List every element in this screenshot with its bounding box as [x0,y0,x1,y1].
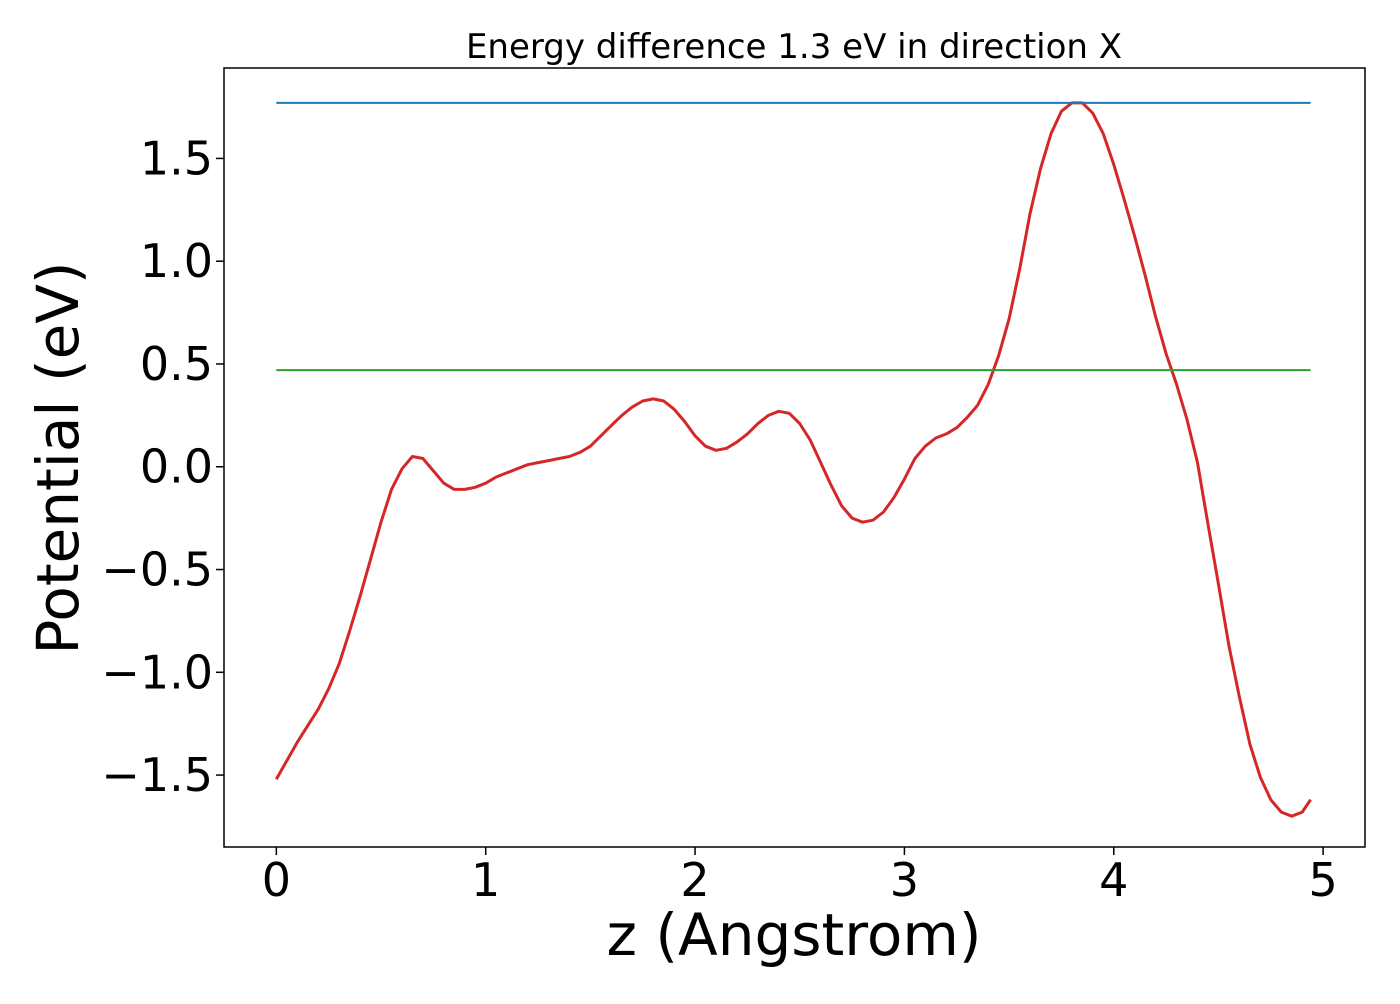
chart-title: Energy difference 1.3 eV in direction X [466,27,1122,67]
y-tick-label: 1.0 [140,234,213,288]
x-tick-label: 5 [1308,853,1337,907]
x-tick-label: 3 [890,853,919,907]
y-tick-label: 1.5 [140,131,213,185]
y-tick-label: 0.5 [140,337,213,391]
y-axis-label: Potential (eV) [24,261,92,654]
y-tick-label: −1.0 [101,645,213,699]
x-tick-label: 4 [1099,853,1128,907]
y-tick-label: −0.5 [101,543,213,597]
series-line-0 [274,101,1312,818]
x-axis-label: z (Angstrom) [607,901,982,969]
plot-frame [223,67,1366,848]
plot-lines [274,101,1312,818]
x-axis: 0 1 2 3 4 5 [262,847,1338,907]
x-tick-label: 2 [680,853,709,907]
y-axis: −1.5 −1.0 −0.5 0.0 0.5 1.0 1.5 [101,131,224,802]
x-tick-label: 1 [471,853,500,907]
x-tick-label: 0 [262,853,291,907]
y-tick-label: 0.0 [140,440,213,494]
y-tick-label: −1.5 [101,748,213,802]
